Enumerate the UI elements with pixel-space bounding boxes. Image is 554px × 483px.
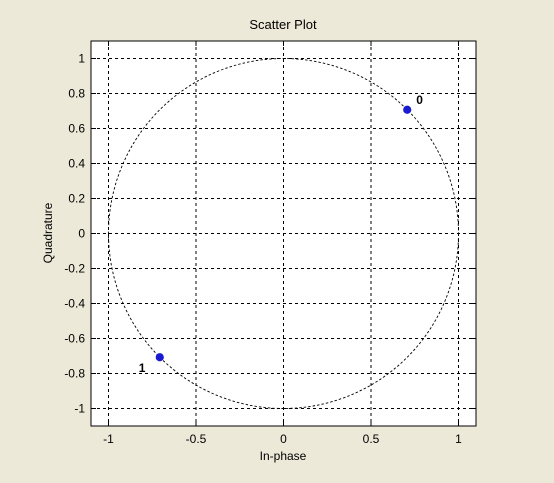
y-tick-label: 0.8 xyxy=(68,87,85,101)
y-tick-label: 0 xyxy=(78,227,85,241)
reference-circle-layer xyxy=(108,58,459,409)
x-tick-label: 0.5 xyxy=(363,432,380,446)
x-axis-label: In-phase xyxy=(260,449,307,463)
y-tick-label: 0.6 xyxy=(68,122,85,136)
y-tick-label: 0.2 xyxy=(68,192,85,206)
scatter-point xyxy=(155,353,164,362)
x-tick-label: 1 xyxy=(455,432,462,446)
x-tick-labels: -1 -0.5 0 0.5 1 xyxy=(103,432,462,446)
y-tick-label: -0.8 xyxy=(64,367,85,381)
y-tick-label: 1 xyxy=(78,52,85,66)
chart-title: Scatter Plot xyxy=(249,17,317,32)
tick-marks xyxy=(91,41,476,426)
point-label: 0 xyxy=(416,93,423,107)
x-tick-label: 0 xyxy=(280,432,287,446)
x-tick-label: -0.5 xyxy=(186,432,207,446)
y-tick-labels: 1 0.8 0.6 0.4 0.2 0 -0.2 -0.4 -0.6 -0.8 -1 xyxy=(64,52,85,416)
data-points: 01 xyxy=(139,93,423,375)
x-tick-label: -1 xyxy=(103,432,114,446)
reference-circle xyxy=(108,58,459,409)
y-tick-label: -0.2 xyxy=(64,262,85,276)
scatter-point xyxy=(403,105,412,114)
y-tick-label: -0.6 xyxy=(64,332,85,346)
y-tick-label: -0.4 xyxy=(64,297,85,311)
y-tick-label: 0.4 xyxy=(68,157,85,171)
y-tick-label: -1 xyxy=(74,402,85,416)
point-label: 1 xyxy=(139,361,146,375)
grid-lines xyxy=(91,41,476,426)
y-axis-label: Quadrature xyxy=(41,202,55,263)
